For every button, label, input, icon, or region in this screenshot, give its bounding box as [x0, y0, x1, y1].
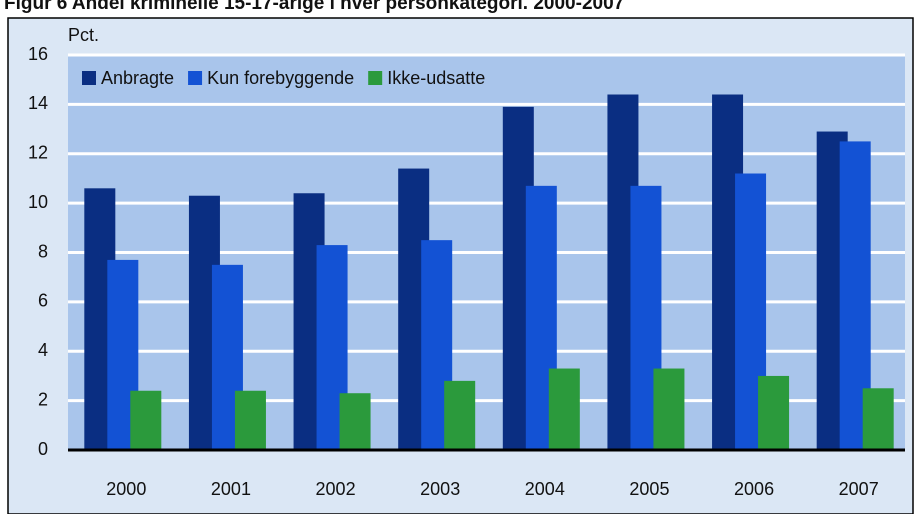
y-axis-label: Pct. — [68, 25, 99, 45]
chart-title: Figur 6 Andel kriminelle 15-17-årige i h… — [4, 0, 624, 14]
legend-swatch — [82, 71, 96, 85]
y-tick-label: 6 — [38, 291, 48, 311]
y-tick-label: 16 — [28, 44, 48, 64]
legend-label: Ikke-udsatte — [387, 68, 485, 88]
legend-swatch — [188, 71, 203, 85]
y-tick-label: 14 — [28, 93, 48, 113]
legend-label: Anbragte — [101, 68, 174, 88]
bar — [339, 393, 371, 450]
bar — [862, 388, 894, 450]
legend-swatch — [368, 71, 383, 85]
legend-label: Kun forebyggende — [207, 68, 354, 88]
y-tick-label: 0 — [38, 439, 48, 459]
bar — [758, 375, 790, 450]
x-tick-label: 2000 — [106, 479, 146, 499]
y-tick-label: 2 — [38, 389, 48, 409]
bar — [234, 390, 266, 450]
x-tick-label: 2001 — [211, 479, 251, 499]
x-tick-label: 2007 — [839, 479, 879, 499]
y-tick-label: 12 — [28, 143, 48, 163]
bar — [444, 380, 476, 450]
x-tick-label: 2006 — [734, 479, 774, 499]
x-tick-label: 2003 — [420, 479, 460, 499]
bar — [548, 368, 580, 450]
x-tick-label: 2002 — [316, 479, 356, 499]
x-tick-label: 2004 — [525, 479, 565, 499]
bar — [653, 368, 685, 450]
x-tick-label: 2005 — [629, 479, 669, 499]
y-tick-label: 8 — [38, 241, 48, 261]
y-tick-label: 10 — [28, 192, 48, 212]
y-tick-label: 4 — [38, 340, 48, 360]
bar — [130, 390, 162, 450]
